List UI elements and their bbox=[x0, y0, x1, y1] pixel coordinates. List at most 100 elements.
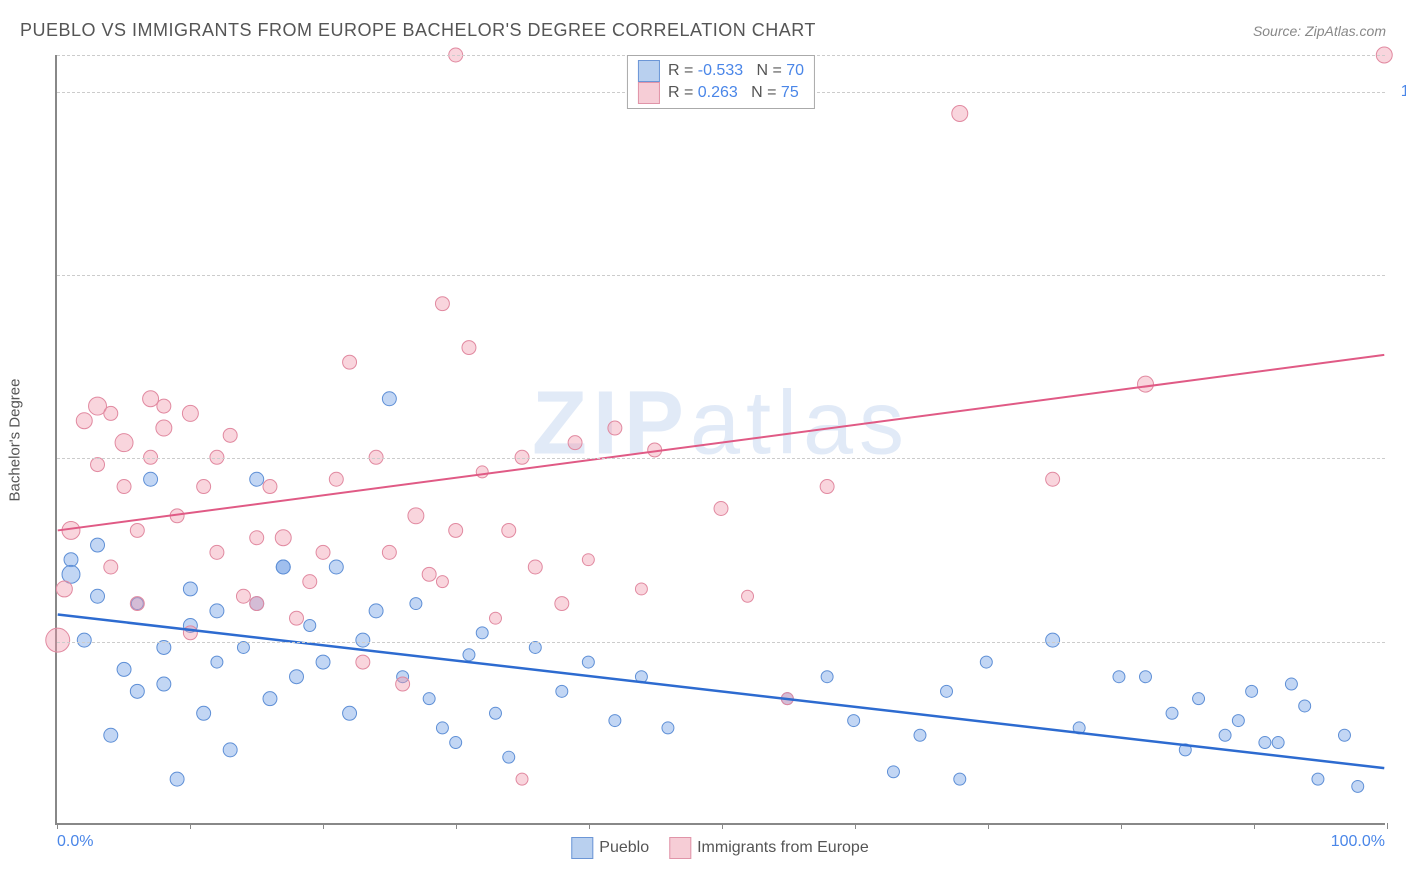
y-tick-label: 100.0% bbox=[1395, 83, 1406, 101]
trend-line bbox=[58, 615, 1385, 769]
data-point bbox=[714, 502, 728, 516]
data-point bbox=[115, 434, 133, 452]
data-point bbox=[250, 472, 264, 486]
x-tick bbox=[589, 823, 590, 829]
x-tick bbox=[1254, 823, 1255, 829]
data-point bbox=[435, 297, 449, 311]
data-point bbox=[980, 656, 992, 668]
data-point bbox=[662, 722, 674, 734]
legend-text: R = -0.533 N = 70 bbox=[668, 62, 804, 80]
data-point bbox=[316, 655, 330, 669]
plot: ZIPatlas R = -0.533 N = 70 R = 0.263 N =… bbox=[55, 55, 1385, 825]
data-point bbox=[408, 508, 424, 524]
data-point bbox=[516, 773, 528, 785]
data-point bbox=[316, 545, 330, 559]
data-point bbox=[130, 684, 144, 698]
data-point bbox=[396, 677, 410, 691]
data-point bbox=[954, 773, 966, 785]
gridline bbox=[57, 642, 1385, 643]
data-point bbox=[77, 633, 91, 647]
data-point bbox=[91, 589, 105, 603]
legend-text: R = 0.263 N = 75 bbox=[668, 84, 799, 102]
data-point bbox=[1312, 773, 1324, 785]
x-tick bbox=[57, 823, 58, 829]
data-point bbox=[515, 450, 529, 464]
data-point bbox=[848, 715, 860, 727]
data-point bbox=[250, 597, 264, 611]
y-tick-label: 50.0% bbox=[1395, 449, 1406, 467]
data-point bbox=[76, 413, 92, 429]
data-point bbox=[582, 554, 594, 566]
legend-item: Pueblo bbox=[571, 837, 649, 859]
data-point bbox=[635, 583, 647, 595]
legend-swatch bbox=[669, 837, 691, 859]
x-tick bbox=[456, 823, 457, 829]
data-point bbox=[329, 472, 343, 486]
data-point bbox=[130, 523, 144, 537]
data-point bbox=[329, 560, 343, 574]
data-point bbox=[1246, 685, 1258, 697]
data-point bbox=[820, 480, 834, 494]
legend-swatch bbox=[571, 837, 593, 859]
data-point bbox=[304, 620, 316, 632]
data-point bbox=[1338, 729, 1350, 741]
x-tick bbox=[988, 823, 989, 829]
data-point bbox=[356, 633, 370, 647]
data-point bbox=[104, 560, 118, 574]
x-tick bbox=[1387, 823, 1388, 829]
data-point bbox=[197, 480, 211, 494]
data-point bbox=[436, 722, 448, 734]
data-point bbox=[422, 567, 436, 581]
x-tick bbox=[1121, 823, 1122, 829]
data-point bbox=[568, 436, 582, 450]
data-point bbox=[941, 685, 953, 697]
data-point bbox=[210, 545, 224, 559]
data-point bbox=[56, 581, 72, 597]
data-point bbox=[117, 480, 131, 494]
data-point bbox=[369, 604, 383, 618]
x-tick bbox=[855, 823, 856, 829]
data-point bbox=[556, 685, 568, 697]
source-label: Source: ZipAtlas.com bbox=[1253, 23, 1386, 39]
legend-label: Pueblo bbox=[599, 839, 649, 857]
data-point bbox=[476, 627, 488, 639]
data-point bbox=[211, 656, 223, 668]
data-point bbox=[343, 355, 357, 369]
data-point bbox=[356, 655, 370, 669]
data-point bbox=[182, 405, 198, 421]
data-point bbox=[1113, 671, 1125, 683]
title-bar: PUEBLO VS IMMIGRANTS FROM EUROPE BACHELO… bbox=[20, 20, 1386, 41]
data-point bbox=[1193, 693, 1205, 705]
data-point bbox=[914, 729, 926, 741]
data-point bbox=[143, 391, 159, 407]
data-point bbox=[91, 458, 105, 472]
y-axis-label: Bachelor's Degree bbox=[7, 379, 24, 502]
scatter-svg bbox=[57, 55, 1385, 823]
data-point bbox=[104, 728, 118, 742]
data-point bbox=[821, 671, 833, 683]
data-point bbox=[462, 341, 476, 355]
legend-row: R = -0.533 N = 70 bbox=[638, 60, 804, 82]
data-point bbox=[104, 406, 118, 420]
gridline bbox=[57, 458, 1385, 459]
x-label-max: 100.0% bbox=[1331, 833, 1385, 851]
data-point bbox=[742, 590, 754, 602]
legend-correlation: R = -0.533 N = 70 R = 0.263 N = 75 bbox=[627, 55, 815, 109]
data-point bbox=[91, 538, 105, 552]
data-point bbox=[582, 656, 594, 668]
y-tick-label: 75.0% bbox=[1395, 266, 1406, 284]
data-point bbox=[144, 472, 158, 486]
data-point bbox=[490, 707, 502, 719]
data-point bbox=[157, 677, 171, 691]
data-point bbox=[157, 399, 171, 413]
data-point bbox=[1259, 737, 1271, 749]
data-point bbox=[290, 670, 304, 684]
data-point bbox=[382, 392, 396, 406]
data-point bbox=[223, 428, 237, 442]
gridline bbox=[57, 275, 1385, 276]
legend-item: Immigrants from Europe bbox=[669, 837, 869, 859]
data-point bbox=[502, 523, 516, 537]
data-point bbox=[1046, 633, 1060, 647]
x-tick bbox=[722, 823, 723, 829]
data-point bbox=[1232, 715, 1244, 727]
